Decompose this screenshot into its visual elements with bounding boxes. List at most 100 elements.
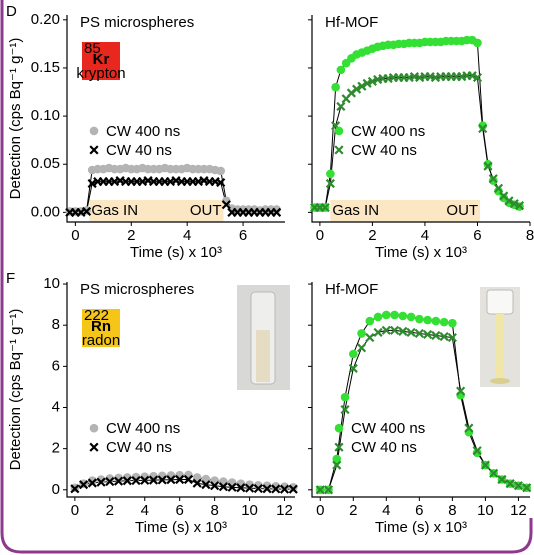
x-tick-label: 10 <box>477 502 494 519</box>
data-point <box>148 475 159 485</box>
data-point <box>381 325 391 335</box>
data-point <box>279 484 290 494</box>
x-tick-label: 6 <box>473 227 481 244</box>
data-point <box>271 484 281 494</box>
x-axis-label: Time (s) x 10³ <box>375 519 467 536</box>
y-tick-label: 10 <box>43 275 60 292</box>
data-point <box>315 485 325 495</box>
axis-line <box>66 282 295 498</box>
annotation: OUT <box>446 202 478 219</box>
x-tick-label: 2 <box>127 227 135 244</box>
data-point <box>236 483 246 493</box>
data-point <box>140 475 150 485</box>
x-axis-label: Time (s) x 10³ <box>135 519 227 536</box>
data-point <box>504 196 514 206</box>
chart-title: PS microspheres <box>80 281 194 298</box>
data-point <box>362 78 372 88</box>
data-point <box>81 206 92 216</box>
chart: 0 2 4 6 8 10 12 Time (s) x 10³ Hf-MOF CW 400 ns CW… <box>308 281 532 536</box>
legend-label: CW 40 ns <box>351 142 417 159</box>
data-point <box>331 82 340 92</box>
data-point <box>271 482 281 491</box>
data-point <box>340 404 350 415</box>
gas-span <box>89 200 224 222</box>
legend-marker <box>89 442 99 452</box>
data-point <box>320 202 330 213</box>
data-point <box>216 177 226 188</box>
x-tick-label: 0 <box>71 502 79 519</box>
data-point <box>389 325 400 335</box>
x-tick-label: 6 <box>415 502 423 519</box>
data-point <box>253 483 263 494</box>
data-point <box>406 312 416 322</box>
data-point <box>439 317 449 327</box>
y-tick-label: 8 <box>52 316 60 333</box>
y-tick-label: 6 <box>52 357 60 374</box>
axis-line <box>311 282 530 498</box>
data-point <box>218 482 228 492</box>
y-tick-label: 2 <box>52 440 60 457</box>
data-point <box>272 207 282 217</box>
x-tick-label: 6 <box>176 502 184 519</box>
data-point <box>382 310 391 320</box>
data-point <box>122 476 132 486</box>
data-point <box>423 315 432 325</box>
x-tick-label: 0 <box>316 227 324 244</box>
data-point <box>183 474 194 485</box>
data-point <box>113 476 124 486</box>
data-point <box>522 483 532 493</box>
x-axis-label: Time (s) x 10³ <box>130 244 222 261</box>
element-name: krypton <box>76 65 125 82</box>
legend-label: CW 400 ns <box>351 420 425 437</box>
legend-label: CW 40 ns <box>106 142 172 159</box>
x-tick-label: 8 <box>526 227 534 244</box>
y-axis-label: Detection (cps Bq⁻¹ g⁻¹) <box>7 309 24 471</box>
annotation: OUT <box>190 202 222 219</box>
y-tick-label: 0 <box>52 481 60 498</box>
chart-title: Hf-MOF <box>325 14 378 31</box>
data-point <box>439 331 449 342</box>
data-point <box>175 474 185 485</box>
x-tick-label: 12 <box>510 502 527 519</box>
data-point <box>227 482 237 492</box>
y-axis-label: Detection (cps Bq⁻¹ g⁻¹) <box>7 38 24 200</box>
legend-label: CW 400 ns <box>106 420 180 437</box>
legend-marker <box>334 442 344 452</box>
data-point <box>352 84 362 94</box>
data-point <box>509 199 519 209</box>
data-point <box>325 178 335 189</box>
legend-marker <box>89 423 99 433</box>
chart: Gas IN OUT 0 2 4 6 8 Time (s) x 10³ Hf-MOF CW 400… <box>308 14 534 261</box>
data-point <box>483 159 493 169</box>
data-point <box>478 124 488 134</box>
data-point <box>456 386 466 396</box>
legend-marker <box>89 126 99 136</box>
data-point <box>513 481 524 491</box>
axis-line <box>66 15 285 223</box>
series-line <box>314 75 520 209</box>
data-point <box>365 332 375 343</box>
x-tick-label: 12 <box>276 502 293 519</box>
data-point <box>288 484 298 494</box>
data-point <box>166 475 176 485</box>
data-point <box>70 484 80 494</box>
legend-marker <box>334 423 344 433</box>
data-point <box>415 314 424 324</box>
x-tick-label: 10 <box>241 502 258 519</box>
chart: 0 2 4 6 8 10 0 2 4 6 8 10 12 Time (s) x 10³ PS microsp… <box>43 275 298 536</box>
element-mass: 85 <box>84 40 101 57</box>
chart: Gas IN OUT 0.00 0.05 0.10 0.15 0.20 0 2 4 6 Time (s… <box>31 11 285 261</box>
legend-label: CW 40 ns <box>351 439 417 456</box>
data-point <box>406 327 416 337</box>
data-point <box>336 65 346 75</box>
data-point <box>480 460 490 470</box>
element-tile <box>82 42 120 80</box>
data-point <box>326 169 335 179</box>
x-tick-label: 4 <box>141 502 149 519</box>
element-mass: 222 <box>84 307 109 324</box>
panel-label: F <box>6 270 15 287</box>
data-point <box>431 316 441 326</box>
data-point <box>87 478 97 488</box>
